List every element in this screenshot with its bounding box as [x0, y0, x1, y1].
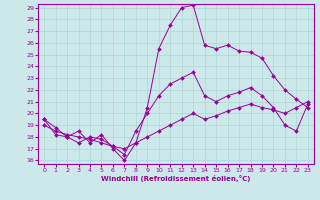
X-axis label: Windchill (Refroidissement éolien,°C): Windchill (Refroidissement éolien,°C) [101, 175, 251, 182]
